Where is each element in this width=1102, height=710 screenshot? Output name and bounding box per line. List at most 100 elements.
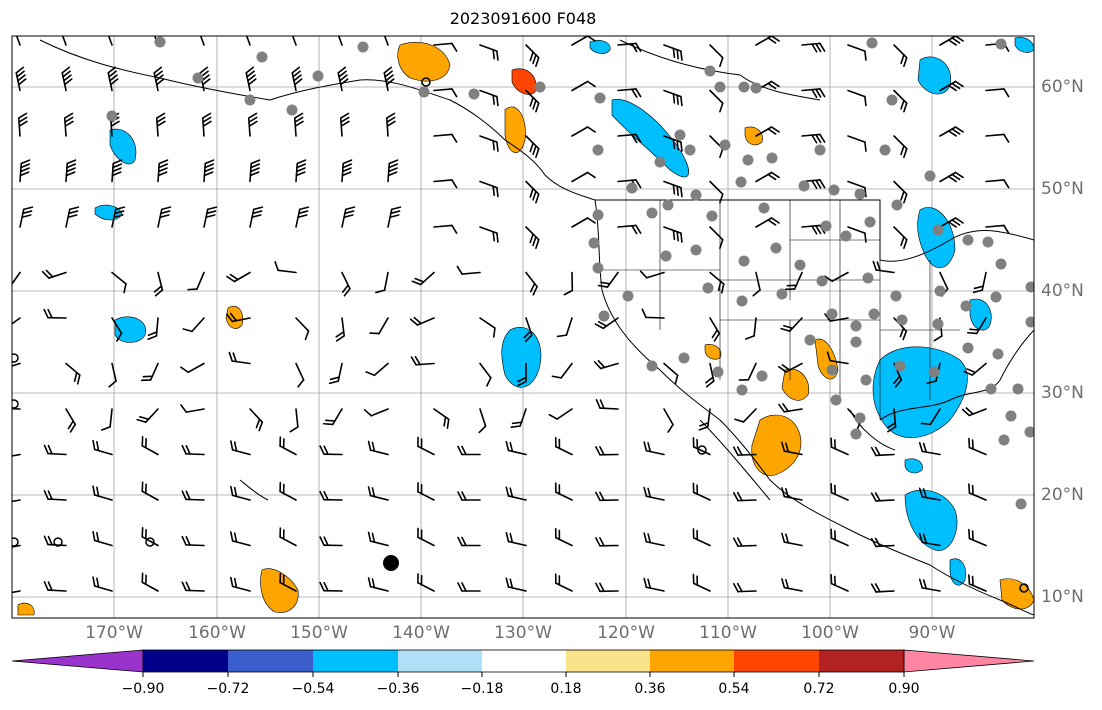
wind-barb	[505, 440, 527, 456]
wind-barb	[554, 436, 573, 456]
wind-barb	[363, 408, 389, 417]
wind-barb	[870, 446, 895, 457]
wind-barb	[12, 362, 21, 370]
station-marker	[256, 51, 268, 63]
wind-barb	[243, 36, 254, 46]
wind-barb	[571, 217, 596, 228]
wind-barb	[968, 437, 987, 456]
wind-barb	[826, 351, 849, 365]
wind-barb	[153, 66, 165, 92]
wind-barb	[341, 206, 356, 228]
colorbar-tick-label: −0.90	[121, 681, 165, 697]
lon-label-130w: 130°W	[494, 623, 552, 643]
station-marker	[766, 152, 778, 164]
wind-barb	[692, 482, 711, 501]
wind-barb	[939, 36, 964, 46]
station-marker	[756, 370, 768, 382]
station-marker	[592, 144, 604, 156]
wind-barb	[778, 403, 803, 413]
wind-barb	[830, 482, 849, 501]
wind-barb	[41, 269, 67, 279]
wind-barb	[824, 313, 849, 322]
wind-barb	[92, 485, 113, 501]
wind-barb	[732, 582, 757, 593]
wind-barb	[510, 408, 527, 428]
station-marker	[758, 202, 770, 214]
colorbar-segment	[482, 650, 566, 672]
station-marker	[850, 320, 862, 332]
wind-barb	[249, 206, 264, 228]
wind-barb	[457, 536, 481, 547]
wind-barb	[12, 590, 21, 595]
wind-barb	[893, 135, 908, 159]
colorbar-segment	[566, 650, 650, 672]
station-marker	[674, 129, 686, 141]
wind-barb	[920, 408, 941, 426]
lat-label-30n: 30°N	[1041, 383, 1084, 403]
wind-barb	[918, 442, 941, 456]
station-marker	[736, 384, 748, 396]
wind-barb	[157, 159, 169, 183]
station-marker	[770, 242, 782, 254]
wind-barb	[985, 133, 1010, 143]
station-marker	[704, 65, 716, 77]
wind-barb	[433, 42, 458, 52]
wind-barb	[43, 581, 67, 592]
station-marker	[868, 308, 880, 320]
station-marker	[286, 104, 298, 116]
station-marker	[995, 38, 1007, 50]
colorbar-segment	[398, 650, 482, 672]
wind-barb	[319, 445, 343, 456]
station-marker	[646, 360, 658, 372]
wind-barb	[663, 180, 683, 198]
wind-barb	[525, 135, 540, 159]
station-marker	[962, 342, 974, 354]
wind-barb	[433, 88, 458, 98]
wind-barb	[663, 408, 674, 433]
wind-barb	[755, 126, 780, 137]
station-marker	[654, 156, 666, 168]
wind-barb	[478, 408, 487, 434]
wind-barb	[92, 439, 113, 456]
wind-barb	[417, 482, 435, 501]
station-marker	[735, 176, 747, 188]
wind-barb	[830, 437, 849, 456]
wind-barb	[230, 440, 251, 456]
station-marker	[662, 199, 674, 211]
wind-barb	[709, 89, 724, 113]
lon-label-160w: 160°W	[188, 623, 246, 643]
wind-barb	[295, 317, 310, 341]
wind-barb	[383, 66, 395, 92]
wind-barb	[147, 317, 159, 341]
wind-barb	[781, 441, 803, 456]
wind-barb	[141, 527, 159, 547]
wind-barb	[141, 481, 159, 501]
wind-barb	[367, 577, 389, 592]
wind-barb	[43, 490, 67, 501]
wind-barb	[319, 490, 343, 501]
lat-label-10n: 10°N	[1041, 587, 1084, 607]
lon-label-110w: 110°W	[699, 623, 757, 643]
wind-barb	[985, 224, 1010, 234]
wind-barb	[525, 226, 540, 250]
station-marker	[886, 94, 898, 106]
lon-label-150w: 150°W	[290, 623, 348, 643]
wind-barb	[563, 271, 574, 296]
wind-barb	[755, 217, 780, 228]
wind-barb	[551, 362, 573, 379]
wind-barb	[939, 217, 964, 228]
station-marker	[678, 352, 690, 364]
station-marker	[924, 170, 936, 182]
station-marker	[854, 188, 866, 200]
wind-barb	[709, 317, 721, 342]
wind-barb	[554, 573, 573, 592]
wind-barb	[433, 133, 458, 143]
lon-label-120w: 120°W	[597, 623, 655, 643]
storm-marker	[383, 555, 399, 571]
station-marker	[592, 262, 604, 274]
station-marker	[702, 282, 714, 294]
station-marker	[712, 366, 724, 378]
wind-barb	[100, 408, 113, 431]
wind-barb	[968, 483, 987, 501]
wind-barb	[65, 159, 77, 183]
